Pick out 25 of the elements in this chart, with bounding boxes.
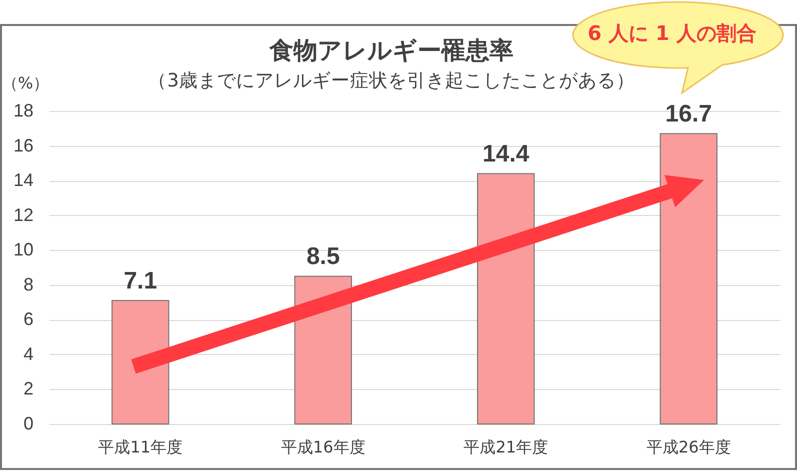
y-tick-label: 14 xyxy=(13,170,34,190)
x-tick-label: 平成16年度 xyxy=(280,438,366,456)
y-tick-label: 6 xyxy=(23,309,34,330)
chart-title: 食物アレルギー罹患率 xyxy=(268,36,514,64)
y-tick-label: 2 xyxy=(23,378,34,399)
y-tick-label: 8 xyxy=(23,274,34,294)
bar xyxy=(660,133,718,424)
bar xyxy=(112,300,170,424)
data-label: 16.7 xyxy=(665,100,712,128)
data-label: 14.4 xyxy=(482,140,530,168)
chart-subtitle: （3歳までにアレルギー症状を引き起こしたことがある） xyxy=(148,70,635,92)
y-tick-label: 0 xyxy=(23,414,34,434)
x-tick-label: 平成26年度 xyxy=(646,438,731,456)
y-tick-label: 4 xyxy=(23,344,34,364)
data-label: 8.5 xyxy=(306,243,340,270)
y-tick-label: 16 xyxy=(13,135,34,156)
y-tick-label: 10 xyxy=(13,240,34,260)
x-tick-label: 平成11年度 xyxy=(98,438,183,456)
y-tick-label: 12 xyxy=(13,204,34,225)
y-tick-label: 18 xyxy=(13,100,34,120)
text: 6 人に 1 人の割合 xyxy=(588,20,756,47)
x-tick-label: 平成21年度 xyxy=(464,438,548,456)
y-axis-title: （%） xyxy=(2,74,50,92)
bar xyxy=(477,173,535,424)
data-label: 7.1 xyxy=(124,268,158,295)
